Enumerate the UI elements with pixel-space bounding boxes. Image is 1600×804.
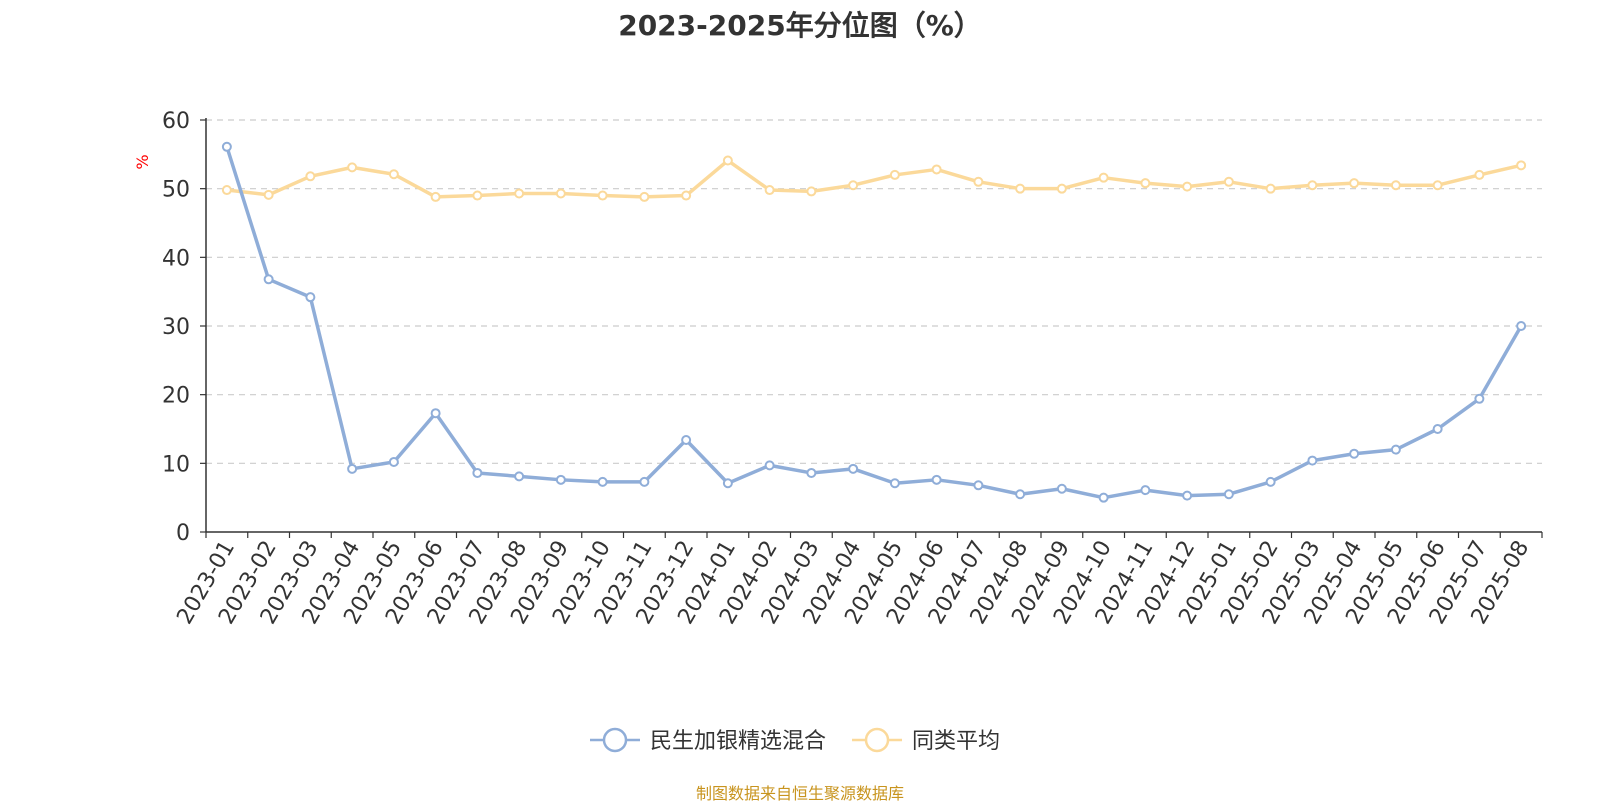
source-note: 制图数据来自恒生聚源数据库 — [695, 784, 904, 803]
data-point-series-2 — [347, 162, 358, 173]
legend-marker-2[interactable] — [864, 727, 890, 753]
data-point-series-2 — [973, 176, 984, 187]
data-point-series-2 — [1390, 180, 1401, 191]
data-point-series-1 — [1056, 483, 1067, 494]
data-point-series-1 — [722, 478, 733, 489]
data-point-series-1 — [388, 456, 399, 467]
y-tick-label: 40 — [162, 246, 190, 271]
data-point-series-1 — [430, 408, 441, 419]
y-tick-label: 50 — [162, 178, 190, 203]
data-point-series-2 — [305, 171, 316, 182]
data-point-series-1 — [1516, 321, 1527, 331]
data-point-series-2 — [1056, 183, 1067, 194]
data-point-series-2 — [263, 189, 274, 200]
y-tick-label: 0 — [176, 521, 190, 546]
legend-label-1[interactable]: 民生加银精选混合 — [650, 729, 826, 754]
data-point-series-2 — [1265, 183, 1276, 194]
data-point-series-2 — [1432, 180, 1443, 191]
data-point-series-2 — [1349, 178, 1360, 189]
data-point-series-1 — [1223, 489, 1234, 500]
data-point-series-1 — [221, 141, 232, 152]
data-point-series-1 — [681, 434, 692, 445]
data-point-series-2 — [681, 190, 692, 201]
data-point-series-1 — [514, 471, 525, 482]
line-chart: 0102030405060%2023-012023-022023-032023-… — [133, 109, 1543, 754]
data-point-series-1 — [305, 292, 316, 303]
data-point-series-2 — [639, 191, 650, 202]
data-point-series-1 — [848, 463, 859, 474]
y-axis-label: % — [133, 154, 152, 169]
data-point-series-1 — [764, 460, 775, 471]
data-point-series-1 — [1307, 455, 1318, 466]
y-tick-label: 60 — [162, 109, 190, 134]
data-point-series-2 — [555, 188, 566, 199]
data-point-series-1 — [889, 478, 900, 489]
data-point-series-1 — [555, 474, 566, 485]
data-point-series-1 — [1349, 448, 1360, 459]
y-tick-label: 20 — [162, 384, 190, 409]
data-point-series-2 — [1474, 169, 1485, 180]
data-point-series-1 — [1182, 490, 1193, 501]
data-point-series-2 — [1098, 172, 1109, 183]
data-point-series-2 — [1182, 181, 1193, 192]
data-point-series-1 — [1432, 424, 1443, 434]
data-point-series-1 — [973, 480, 984, 491]
data-point-series-2 — [1140, 178, 1151, 189]
data-point-series-1 — [1474, 393, 1485, 404]
y-tick-label: 30 — [162, 315, 190, 340]
data-point-series-2 — [764, 185, 775, 196]
data-point-series-1 — [806, 467, 817, 478]
data-point-series-2 — [388, 169, 399, 180]
data-point-series-1 — [931, 474, 942, 485]
data-point-series-2 — [806, 186, 817, 197]
data-point-series-2 — [931, 164, 942, 175]
data-point-series-2 — [1015, 183, 1026, 194]
data-point-series-2 — [1307, 180, 1318, 191]
legend-label-2[interactable]: 同类平均 — [912, 729, 1000, 754]
y-tick-label: 10 — [162, 452, 190, 477]
data-point-series-2 — [430, 191, 441, 202]
data-point-series-1 — [639, 476, 650, 487]
data-point-series-2 — [1516, 160, 1527, 171]
data-point-series-1 — [1390, 444, 1401, 455]
data-point-series-1 — [1265, 476, 1276, 487]
data-point-series-2 — [1223, 176, 1234, 187]
data-point-series-1 — [1140, 485, 1151, 496]
data-point-series-1 — [472, 467, 483, 478]
data-point-series-2 — [221, 185, 232, 196]
data-point-series-2 — [514, 188, 525, 199]
data-point-series-2 — [597, 190, 608, 201]
data-point-series-2 — [722, 155, 733, 166]
legend-marker-1[interactable] — [602, 727, 628, 753]
data-point-series-2 — [889, 169, 900, 180]
data-point-series-1 — [347, 463, 358, 474]
data-point-series-1 — [1015, 489, 1026, 500]
data-point-series-1 — [1098, 492, 1109, 503]
data-point-series-2 — [848, 180, 859, 191]
data-point-series-1 — [263, 274, 274, 285]
series-line-1 — [225, 146, 1523, 500]
chart-title: 2023-2025年分位图（%） — [618, 9, 982, 42]
data-point-series-2 — [472, 190, 483, 201]
data-point-series-1 — [597, 476, 608, 487]
series-line-2 — [226, 158, 1522, 199]
